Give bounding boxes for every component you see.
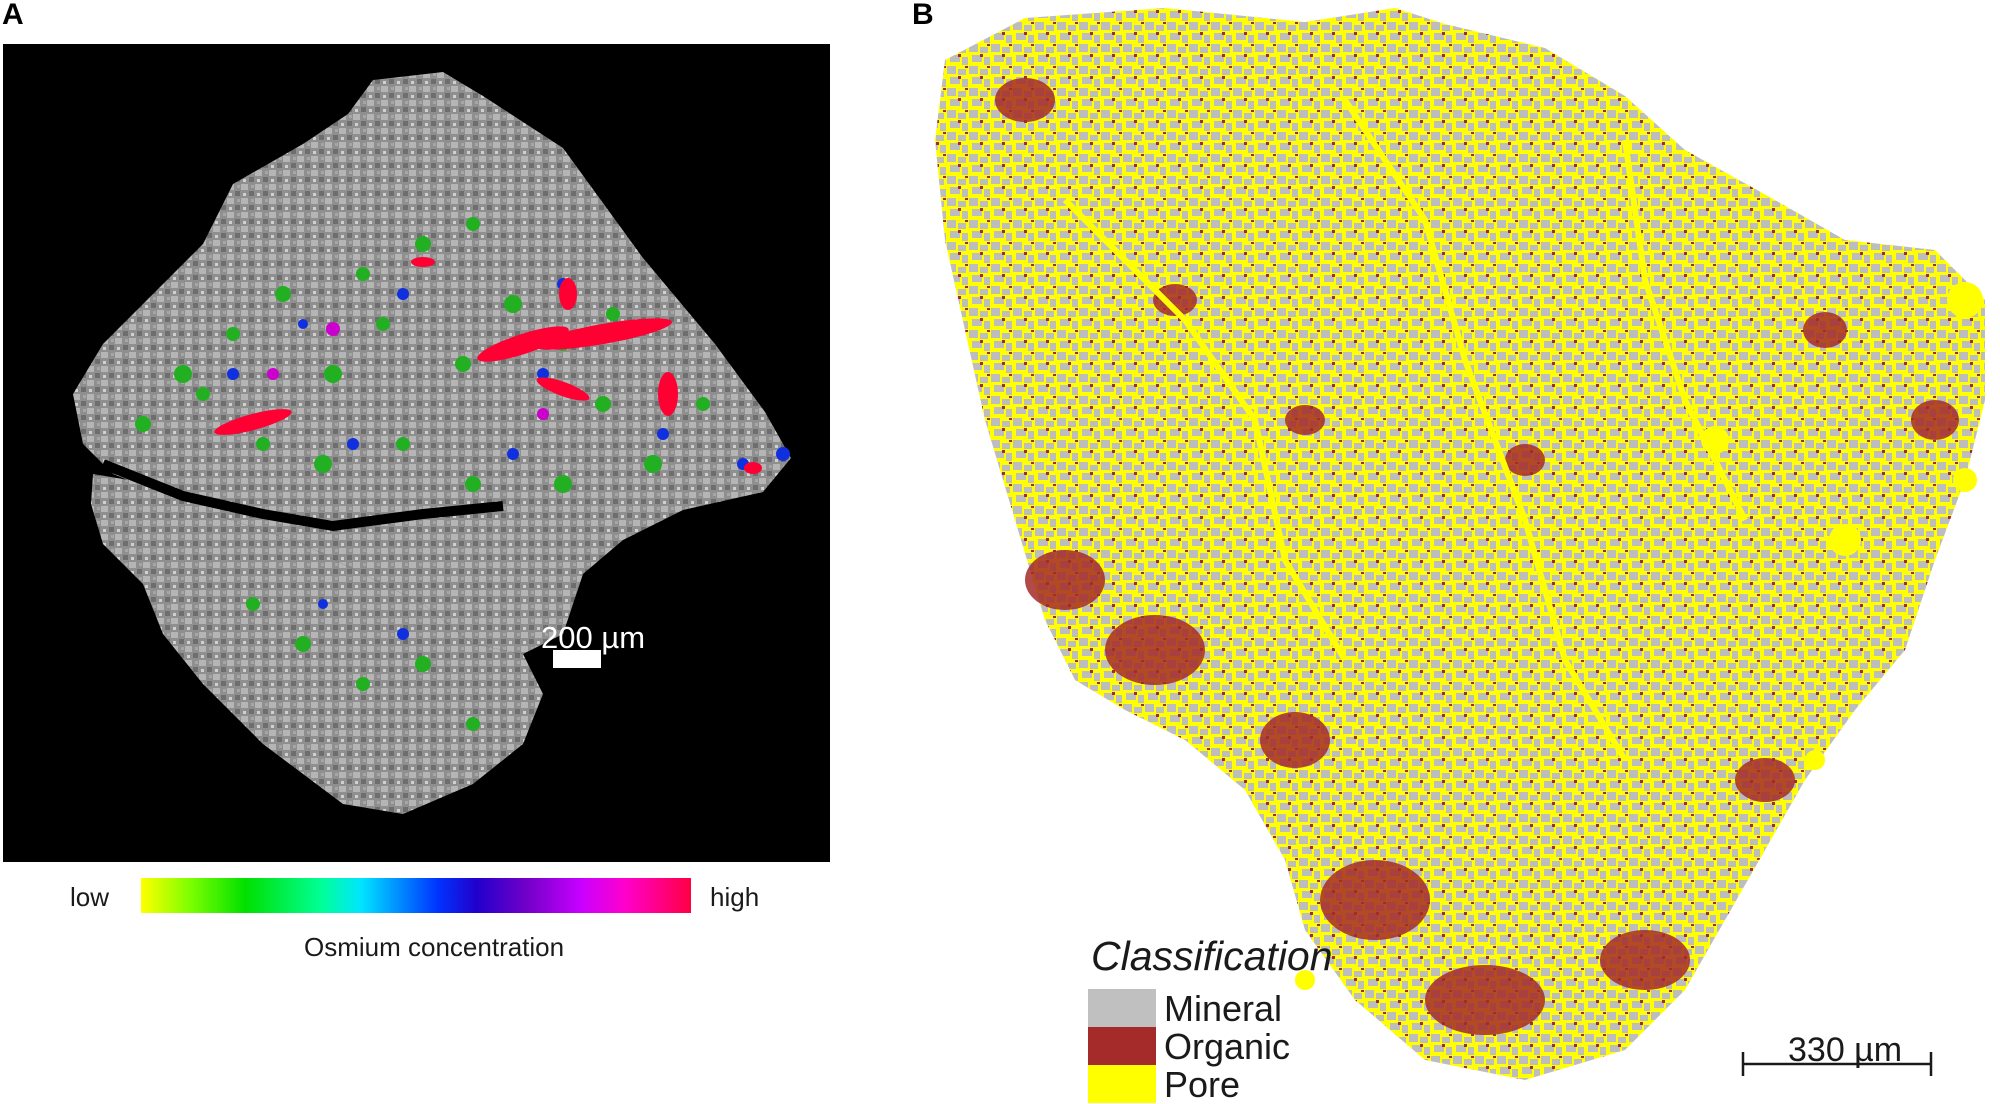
panel-a-image: 200 µm <box>3 44 830 862</box>
legend-title: Classification <box>1091 933 1333 979</box>
osmium-magenta-specks <box>267 322 549 420</box>
classified-fragment <box>935 8 1985 1080</box>
legend-label-organic: Organic <box>1164 1026 1291 1067</box>
legend-label-pore: Pore <box>1164 1064 1241 1104</box>
organic-patches <box>995 78 1959 1035</box>
osmium-low-specks <box>135 217 710 731</box>
rock-fragment-osmium-map <box>73 72 791 814</box>
panel-a-scale-bar <box>553 650 601 668</box>
panel-b-label: B <box>912 0 934 31</box>
legend-swatch-organic <box>1088 1027 1156 1065</box>
fragment-crack <box>101 459 504 532</box>
panel-a-label: A <box>2 0 24 31</box>
rock-fragment-lower <box>91 474 543 814</box>
osmium-mid-specks <box>227 278 790 640</box>
colorbar-caption: Osmium concentration <box>304 932 565 962</box>
colorbar-high-label: high <box>710 882 760 912</box>
panel-a-scale-bar-label: 200 µm <box>541 620 646 655</box>
legend-label-mineral: Mineral <box>1164 988 1283 1029</box>
osmium-colorbar <box>141 878 691 913</box>
panel-b-scale-bar-label: 330 µm <box>1788 1031 1903 1069</box>
panel-b-image <box>925 0 2000 1104</box>
pore-blobs <box>1295 282 1983 990</box>
classification-map <box>935 8 1985 1080</box>
pore-cracks <box>1062 98 1748 762</box>
colorbar-low-label: low <box>70 882 110 912</box>
legend-swatch-mineral <box>1088 989 1156 1027</box>
osmium-high-streaks <box>214 257 762 474</box>
legend-swatch-pore <box>1088 1065 1156 1103</box>
panel-b-scale-bar <box>1741 1052 1933 1076</box>
